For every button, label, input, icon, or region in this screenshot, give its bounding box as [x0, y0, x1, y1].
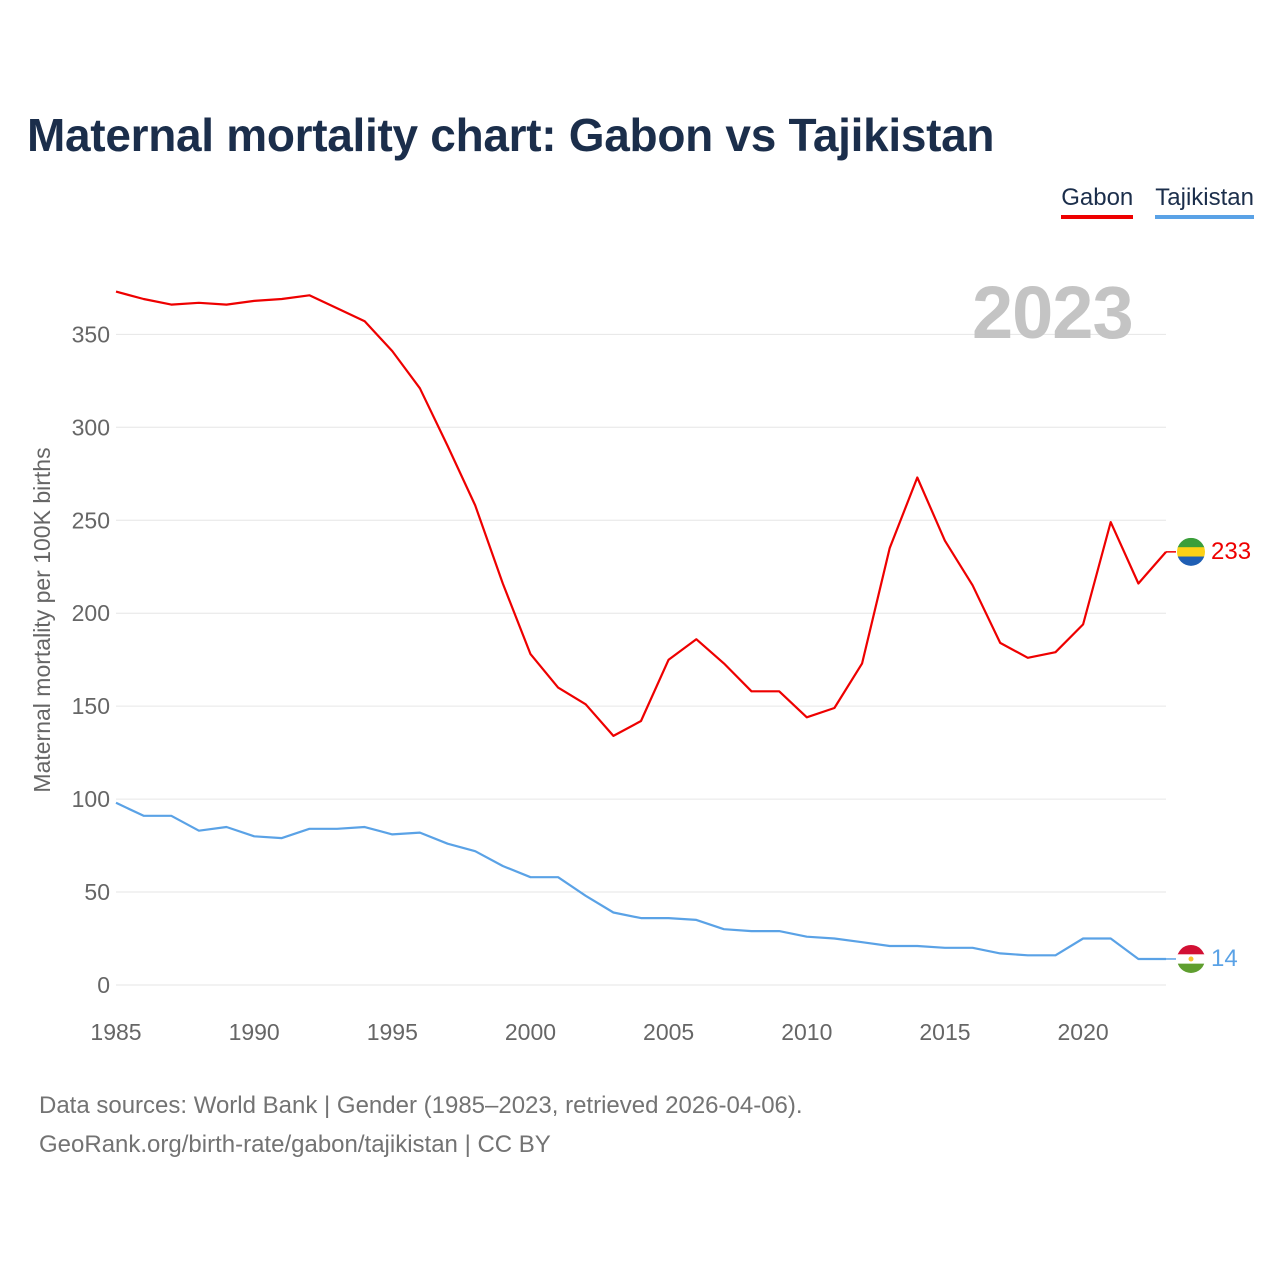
y-tick-label: 0	[97, 972, 110, 998]
x-tick-label: 2000	[505, 1019, 556, 1045]
end-markers	[1166, 537, 1205, 973]
footer: Data sources: World Bank | Gender (1985–…	[39, 1086, 803, 1164]
y-tick-label: 100	[72, 786, 110, 812]
gridlines	[116, 333, 1166, 986]
tajikistan-end-value-label: 14	[1211, 944, 1238, 972]
y-axis-label: Maternal mortality per 100K births	[29, 447, 55, 792]
x-tick-label: 1995	[367, 1019, 418, 1045]
x-tick-label: 2005	[643, 1019, 694, 1045]
legend-item-tajikistan[interactable]: Tajikistan	[1155, 184, 1254, 219]
legend: Gabon Tajikistan	[1061, 184, 1254, 219]
y-tick-label: 250	[72, 507, 110, 533]
y-axis-ticks: 0 50 100 150 200 250 300 350	[72, 321, 110, 998]
series-line-tajikistan[interactable]	[115, 801, 1166, 961]
x-tick-label: 1985	[90, 1019, 141, 1045]
attribution-link[interactable]: GeoRank.org/birth-rate/gabon/tajikistan …	[39, 1131, 551, 1158]
gabon-flag-icon	[1177, 537, 1205, 566]
x-axis-ticks: 1985 1990 1995 2000 2005 2010 2015 2020	[90, 1019, 1108, 1045]
y-tick-label: 150	[72, 693, 110, 719]
y-tick-label: 200	[72, 600, 110, 626]
y-tick-label: 350	[72, 321, 110, 347]
x-tick-label: 1990	[229, 1019, 280, 1045]
series-line-gabon[interactable]	[115, 290, 1167, 737]
data-source-note: Data sources: World Bank | Gender (1985–…	[39, 1092, 803, 1119]
x-tick-label: 2020	[1058, 1019, 1109, 1045]
x-tick-label: 2015	[919, 1019, 970, 1045]
gabon-end-value-label: 233	[1211, 537, 1252, 565]
x-tick-label: 2010	[781, 1019, 832, 1045]
tajikistan-flag-icon	[1177, 944, 1205, 973]
year-watermark: 2023	[972, 271, 1134, 354]
y-tick-label: 50	[84, 879, 110, 905]
legend-item-gabon[interactable]: Gabon	[1061, 184, 1134, 219]
chart-title: Maternal mortality chart: Gabon vs Tajik…	[27, 109, 995, 161]
series-lines	[115, 290, 1167, 961]
y-tick-label: 300	[72, 414, 110, 440]
